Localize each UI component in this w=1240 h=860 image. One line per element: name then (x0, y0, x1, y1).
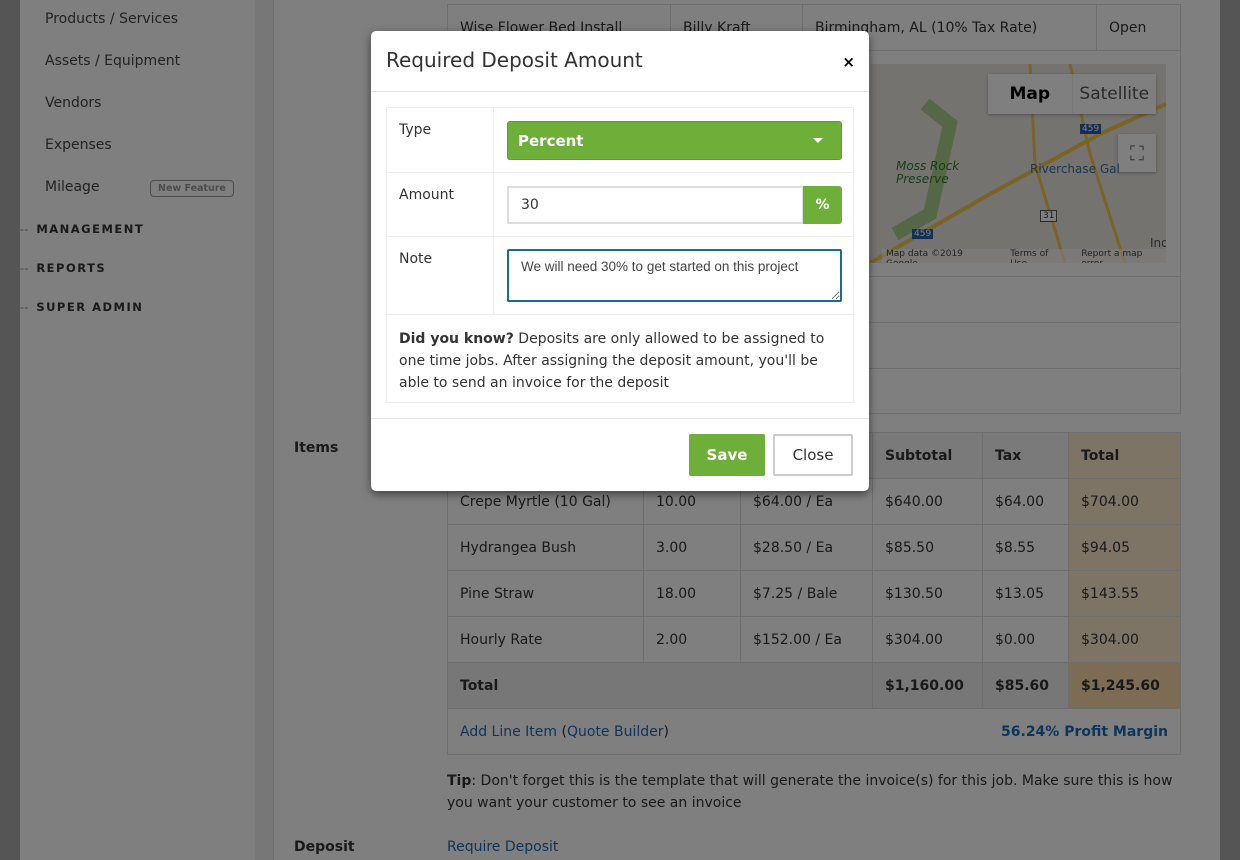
save-button[interactable]: Save (689, 434, 765, 476)
note-row: Note We will need 30% to get started on … (387, 237, 853, 315)
modal-header: Required Deposit Amount × (371, 31, 869, 92)
type-select[interactable]: Percent (507, 121, 842, 160)
info-row: Did you know? Deposits are only allowed … (387, 315, 853, 403)
modal-footer (371, 418, 869, 419)
chevron-down-icon (813, 138, 823, 143)
amount-row: Amount 30 % (387, 173, 853, 237)
deposit-modal: Required Deposit Amount × Type Percent A… (371, 31, 869, 491)
did-you-know-label: Did you know? (399, 331, 514, 347)
note-textarea[interactable]: We will need 30% to get started on this … (507, 249, 842, 302)
note-label: Note (399, 251, 433, 267)
amount-label: Amount (399, 187, 455, 203)
close-button[interactable]: Close (773, 434, 853, 476)
divider (493, 108, 494, 172)
type-value: Percent (518, 132, 584, 150)
did-you-know-body: Deposits are only allowed to be assigned… (399, 331, 825, 391)
amount-input[interactable]: 30 (507, 186, 804, 224)
percent-addon: % (803, 186, 842, 224)
type-row: Type Percent (387, 108, 853, 173)
divider (493, 237, 494, 314)
close-icon[interactable]: × (842, 53, 855, 71)
divider (493, 173, 494, 236)
did-you-know-text: Did you know? Deposits are only allowed … (399, 328, 829, 394)
deposit-form: Type Percent Amount 30 % Note We will ne… (386, 107, 854, 403)
type-label: Type (399, 122, 432, 138)
modal-title: Required Deposit Amount (386, 48, 643, 72)
